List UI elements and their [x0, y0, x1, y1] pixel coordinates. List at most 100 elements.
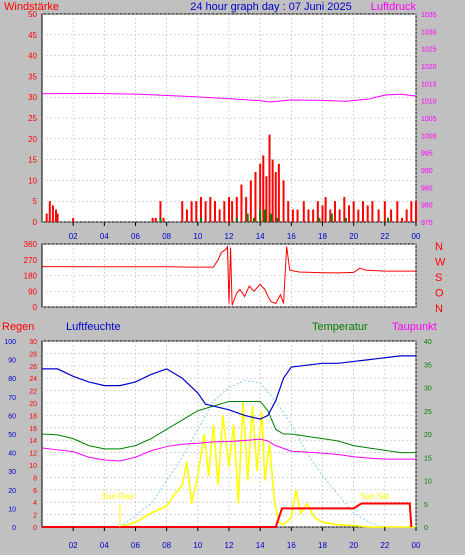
- pressure-line: [41, 92, 417, 103]
- pressure-tick-label: 995: [421, 151, 433, 158]
- rain-tick-label: 22: [29, 389, 37, 396]
- wind-bar: [51, 205, 54, 222]
- wind-bar: [228, 197, 230, 222]
- compass-label: W: [435, 257, 446, 269]
- rain-tick-label: 30: [29, 339, 37, 346]
- wind-bar: [268, 134, 271, 222]
- temperature-tick-label: 10: [424, 479, 432, 486]
- rain-tick-label: 10: [29, 463, 37, 470]
- chart-title: 24 hour graph day : 07 Juni 2025: [190, 1, 351, 13]
- temperature-axis: 0 5 10 15 20 25 30 35 40: [424, 339, 432, 532]
- x-tick-label: 04: [100, 232, 109, 241]
- pressure-tick-label: 1015: [421, 81, 437, 88]
- pressure-tick-label: 990: [421, 168, 433, 175]
- direction-tick-label: 270: [24, 256, 38, 265]
- wind-bar: [213, 201, 216, 222]
- rain-axis-title: Regen: [2, 321, 34, 333]
- wind-bar: [415, 201, 417, 222]
- compass-label: S: [435, 272, 442, 284]
- wind-bar: [366, 205, 369, 222]
- x-tick-label: 02: [69, 232, 78, 241]
- wind-bar: [259, 163, 262, 222]
- wind-tick-label: 45: [28, 31, 37, 40]
- rain-tick-label: 0: [33, 525, 37, 532]
- gust-bar: [270, 213, 273, 222]
- wind-bar: [405, 209, 408, 222]
- wind-bar: [154, 217, 157, 222]
- wind-bar: [235, 197, 238, 222]
- wind-bar: [254, 172, 257, 222]
- x-tick-label: 22: [380, 541, 389, 550]
- wind-bar: [296, 209, 299, 222]
- wind-tick-label: 25: [28, 114, 37, 123]
- wind-bar: [209, 197, 212, 222]
- direction-tick-label: 360: [24, 240, 38, 249]
- direction-tick-label: 90: [28, 287, 37, 296]
- wind-bar: [48, 201, 51, 222]
- wind-bar: [185, 209, 188, 222]
- humidity-tick-label: 70: [8, 395, 16, 402]
- wind-tick-label: 5: [33, 197, 38, 206]
- pressure-tick-label: 1030: [421, 29, 437, 36]
- pressure-tick-label: 1020: [421, 64, 437, 71]
- rain-tick-label: 12: [29, 451, 37, 458]
- gust-bar: [344, 217, 347, 222]
- humidity-tick-label: 90: [8, 358, 16, 365]
- x-tick-label: 10: [193, 541, 202, 550]
- x-tick-label: 20: [349, 541, 358, 550]
- compass-label: N: [435, 303, 443, 315]
- gust-bar: [263, 209, 266, 222]
- wind-bar: [324, 197, 327, 222]
- temperature-tick-label: 35: [424, 362, 432, 369]
- wind-bar: [195, 201, 198, 222]
- wind-bar: [159, 201, 162, 222]
- wind-bar: [291, 209, 294, 222]
- wind-bar: [343, 197, 346, 222]
- wind-bar: [199, 197, 202, 222]
- sunrise-annotation: Sun Rise: [102, 492, 135, 501]
- sunset-annotation: Sun Set: [360, 492, 389, 501]
- rain-tick-label: 16: [29, 426, 37, 433]
- rain-tick-label: 14: [29, 438, 37, 445]
- wind-bar: [245, 197, 248, 222]
- gust-bar: [318, 217, 321, 222]
- wind-bar: [55, 209, 58, 222]
- direction-left-axis: 0 90 180 270 360: [24, 240, 38, 312]
- wind-bar: [321, 205, 324, 222]
- wind-tick-label: 30: [28, 93, 37, 102]
- humidity-tick-label: 30: [8, 469, 16, 476]
- wind-bar: [274, 172, 277, 222]
- x-tick-label: 06: [131, 541, 140, 550]
- wind-bar: [249, 180, 252, 222]
- wind-bar: [396, 201, 399, 222]
- wind-bar: [218, 209, 221, 222]
- x-tick-label: 12: [225, 541, 234, 550]
- humidity-tick-label: 60: [8, 413, 16, 420]
- x-tick-label: 08: [162, 541, 171, 550]
- pressure-tick-label: 980: [421, 203, 433, 210]
- wind-bar: [56, 213, 59, 222]
- wind-bar: [45, 213, 48, 222]
- rain-tick-label: 4: [33, 500, 37, 507]
- climate-x-axis: 02 04 06 08 10 12 14 16 18 20 22 00: [69, 527, 421, 550]
- x-tick-label: 22: [380, 232, 389, 241]
- wind-bar: [72, 217, 75, 222]
- humidity-tick-label: 50: [8, 432, 16, 439]
- wind-bar: [333, 201, 336, 222]
- wind-tick-label: 10: [28, 176, 37, 185]
- wind-bar: [262, 155, 265, 222]
- pressure-tick-label: 985: [421, 185, 433, 192]
- wind-bar: [410, 201, 413, 222]
- x-tick-label: 00: [412, 541, 421, 550]
- pressure-tick-label: 975: [421, 220, 433, 227]
- rain-line: [42, 502, 413, 528]
- wind-bar: [231, 201, 234, 222]
- x-tick-label: 00: [412, 232, 421, 241]
- x-tick-label: 16: [287, 541, 296, 550]
- rain-tick-label: 6: [33, 488, 37, 495]
- temperature-tick-label: 25: [424, 409, 432, 416]
- wind-bar: [307, 209, 310, 222]
- x-tick-label: 14: [256, 541, 265, 550]
- wind-bar: [282, 180, 285, 222]
